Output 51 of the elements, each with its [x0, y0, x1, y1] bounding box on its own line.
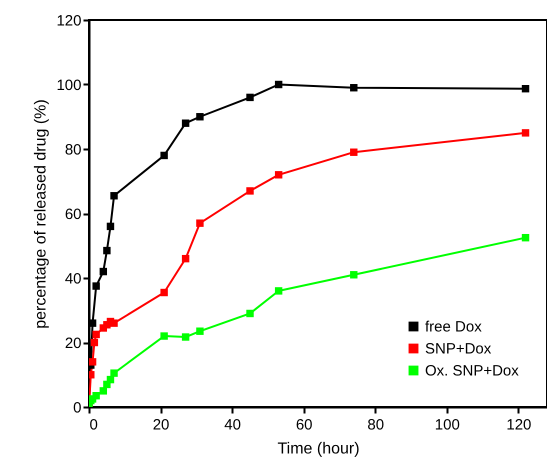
- point: [92, 330, 100, 338]
- x-axis-title: Time (hour): [277, 440, 360, 458]
- point: [103, 246, 111, 254]
- point: [522, 129, 530, 137]
- point: [92, 282, 100, 290]
- point: [182, 119, 190, 127]
- y-tick-label: 100: [56, 77, 82, 94]
- point: [274, 171, 282, 179]
- point: [196, 328, 204, 335]
- y-tick-label: 120: [56, 12, 82, 30]
- point: [100, 387, 108, 395]
- y-tick-label: 0: [73, 400, 82, 416]
- point: [350, 271, 358, 278]
- point: [100, 268, 108, 276]
- point: [522, 84, 530, 92]
- point: [110, 369, 118, 377]
- point: [160, 288, 168, 296]
- y-tick-label: 60: [64, 206, 82, 223]
- y-tick-label: 80: [64, 142, 82, 158]
- point: [196, 219, 204, 227]
- point: [196, 113, 204, 120]
- point: [92, 392, 100, 400]
- point: [350, 148, 358, 156]
- point: [350, 84, 358, 92]
- x-tick-label: 100: [434, 416, 460, 434]
- y-tick-label: 20: [64, 335, 82, 352]
- point: [274, 80, 282, 88]
- point: [110, 319, 118, 327]
- x-tick-label: 20: [152, 416, 170, 434]
- point: [182, 333, 190, 341]
- x-tick-label: 120: [506, 416, 532, 434]
- point: [90, 338, 98, 346]
- x-tick-label: 0: [90, 416, 98, 434]
- point: [246, 94, 254, 102]
- point: [160, 152, 168, 160]
- point: [522, 234, 530, 242]
- point: [160, 332, 168, 340]
- point: [274, 287, 282, 295]
- point: [246, 187, 254, 195]
- x-tick-label: 40: [224, 416, 241, 434]
- legend-label: SNP+Dox: [425, 340, 492, 358]
- x-tick-label: 60: [296, 416, 313, 434]
- point: [89, 358, 96, 366]
- y-axis-title: percentage of released drug (%): [32, 99, 50, 329]
- point: [106, 222, 114, 230]
- point: [110, 192, 118, 200]
- point: [182, 254, 190, 262]
- y-tick-label: 40: [64, 270, 82, 288]
- legend-label: Ox. SNP+Dox: [425, 362, 520, 380]
- legend-label: free Dox: [425, 318, 482, 336]
- x-tick-label: 80: [367, 416, 384, 434]
